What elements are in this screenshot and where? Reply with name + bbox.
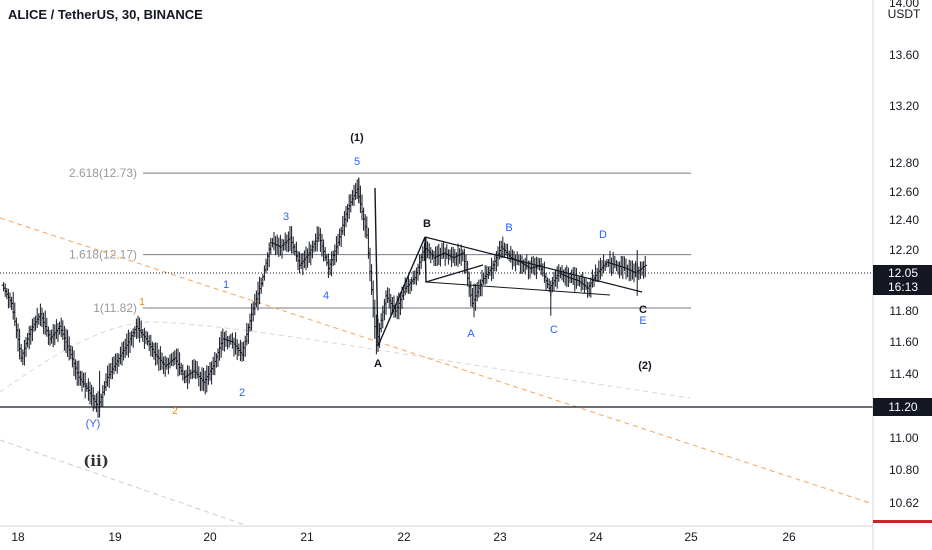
wave-label: E <box>639 315 646 327</box>
wave-label: (1) <box>350 132 364 144</box>
price-axis: 14.00 13.60 13.20 12.80 12.60 12.40 12.20 11.80… <box>872 0 932 550</box>
wave-label: 1 <box>223 279 229 291</box>
price-tick-label: 11.80 <box>889 304 918 318</box>
wave-label: B <box>505 222 512 234</box>
gray-trendline-lower <box>0 439 246 526</box>
wave-label: 2 <box>172 406 178 417</box>
time-tick-label: 19 <box>108 530 122 544</box>
price-tick-label: 12.20 <box>889 243 919 257</box>
triangle-lower-line <box>425 281 611 296</box>
time-tick-label: 21 <box>300 530 314 544</box>
price-bar <box>643 255 648 278</box>
bottom-level-marker <box>873 520 932 523</box>
time-tick-label: 26 <box>782 530 796 544</box>
price-tick-label: 13.20 <box>889 99 919 113</box>
time-tick-label: 23 <box>493 530 507 544</box>
price-tick-label: 14.00 <box>889 0 919 10</box>
current-price-value: 12.05 <box>888 266 918 280</box>
wave-label: 5 <box>354 156 360 168</box>
support-tag-value: 11.20 <box>888 400 917 414</box>
price-tick-label: 11.40 <box>889 367 918 381</box>
wave-label: 2 <box>239 387 245 399</box>
time-axis: 18 19 20 21 22 23 24 25 26 <box>0 525 873 544</box>
candle-countdown: 16:13 <box>888 280 918 294</box>
support-tag-bg <box>873 398 932 416</box>
price-tick-label: 12.60 <box>889 185 919 199</box>
wave-label: A <box>374 358 382 370</box>
wave-label: A <box>467 328 475 340</box>
time-tick-label: 24 <box>589 530 603 544</box>
wave-label: (2) <box>638 360 652 372</box>
current-price-tag-bg <box>873 265 932 295</box>
price-tick-label: 11.60 <box>889 335 918 349</box>
wave-label: B <box>423 218 431 230</box>
fib-level-label: 1(11.82) <box>93 301 137 315</box>
price-tick-label: 12.80 <box>889 156 919 170</box>
support-price-tag: 11.20 <box>873 398 932 416</box>
wave-label: C <box>550 324 558 336</box>
wave-path-abc <box>374 187 484 347</box>
wave-label: (Y) <box>86 418 101 430</box>
price-bars <box>1 177 648 418</box>
wave-label: D <box>599 229 607 241</box>
wave-label: 1 <box>139 297 145 308</box>
price-tick-label: 12.40 <box>889 213 919 227</box>
time-tick-label: 20 <box>203 530 217 544</box>
time-tick-label: 22 <box>397 530 411 544</box>
wave-label: 4 <box>323 290 329 302</box>
price-tick-label: 10.62 <box>889 496 919 510</box>
price-tick-label: 11.00 <box>889 431 918 445</box>
fib-level-label: 1.618(12.17) <box>69 248 137 262</box>
chart-title: ALICE / TetherUS, 30, BINANCE <box>8 7 203 22</box>
wave-label: (ii) <box>83 452 109 470</box>
fibonacci-levels: 2.618(12.73) 1.618(12.17) 1(11.82) <box>69 166 691 315</box>
wave-label: C <box>639 304 647 316</box>
trend-lines <box>0 187 873 526</box>
wave-label: 3 <box>283 211 289 223</box>
orange-trendline <box>0 217 871 504</box>
currency-label: USDT <box>888 7 921 21</box>
time-tick-label: 25 <box>684 530 698 544</box>
time-tick-label: 18 <box>11 530 25 544</box>
price-tick-label: 13.60 <box>889 48 919 62</box>
price-tick-label: 10.80 <box>889 463 919 477</box>
fib-level-label: 2.618(12.73) <box>69 166 137 180</box>
gray-curve <box>0 321 691 399</box>
